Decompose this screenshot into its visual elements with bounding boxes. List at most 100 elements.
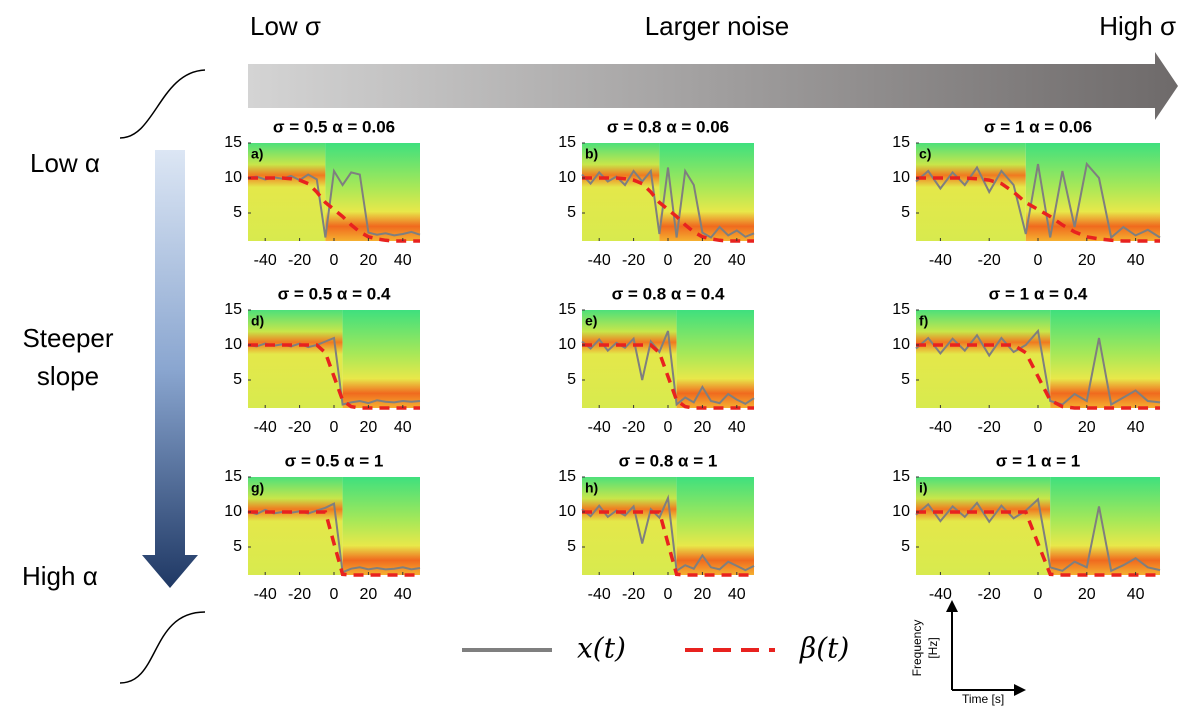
x-tick-label: -40 — [588, 252, 611, 269]
beta-line — [248, 343, 420, 410]
panel-title: σ = 0.8 α = 0.06 — [607, 117, 729, 136]
legend-label: x(t) — [577, 632, 626, 665]
y-tick-label: 5 — [901, 371, 910, 388]
x-tick-label: 40 — [1127, 252, 1145, 269]
beta-line — [916, 510, 1160, 577]
y-tick-label: 5 — [901, 538, 910, 555]
x-tick-label: 0 — [664, 586, 673, 603]
panel-title: σ = 1 α = 0.4 — [989, 284, 1088, 303]
inset-x-label: Time [s] — [962, 692, 1004, 706]
x-tick-label: 20 — [1078, 586, 1096, 603]
x-tick-label: -40 — [254, 252, 277, 269]
panel-title: σ = 0.8 α = 0.4 — [612, 284, 725, 303]
y-tick-label: 15 — [224, 134, 242, 151]
x-line — [247, 502, 421, 574]
x-tick-label: 20 — [1078, 252, 1096, 269]
y-tick-label: 10 — [558, 503, 576, 520]
panel-title: σ = 0.5 α = 0.4 — [278, 284, 391, 303]
panel-label: d) — [251, 313, 264, 329]
side-bottom: High α — [22, 561, 98, 591]
spectrogram-pre — [916, 143, 1026, 241]
panel-title: σ = 0.5 α = 1 — [285, 451, 384, 470]
x-tick-label: 0 — [330, 252, 339, 269]
x-line — [581, 167, 755, 239]
y-tick-label: 15 — [892, 468, 910, 485]
spectrogram-post — [342, 310, 420, 408]
spectrogram-pre — [582, 477, 677, 575]
panel-title: σ = 0.8 α = 1 — [619, 451, 718, 470]
x-tick-label: 0 — [664, 252, 673, 269]
x-tick-label: 0 — [330, 586, 339, 603]
spectrogram-post — [1050, 477, 1160, 575]
inset-y-label: Frequency — [910, 620, 924, 677]
y-tick-label: 10 — [224, 336, 242, 353]
x-line — [247, 336, 421, 406]
x-tick-label: 40 — [728, 252, 746, 269]
x-tick-label: 20 — [694, 586, 712, 603]
inset-axes: Frequency [Hz] Time [s] — [910, 600, 1026, 706]
y-tick-label: 10 — [224, 503, 242, 520]
panel-title: σ = 1 α = 1 — [996, 451, 1080, 470]
x-tick-label: 20 — [694, 419, 712, 436]
y-tick-label: 15 — [558, 301, 576, 318]
spectrogram-post — [1050, 310, 1160, 408]
slope-arrow — [142, 150, 198, 588]
x-tick-label: 40 — [394, 419, 412, 436]
beta-line — [916, 176, 1160, 243]
y-tick-label: 10 — [224, 169, 242, 186]
panel-label: h) — [585, 480, 598, 496]
y-tick-label: 15 — [558, 468, 576, 485]
noise-arrow — [248, 52, 1178, 120]
panel-label: b) — [585, 146, 598, 162]
panel-label: g) — [251, 480, 264, 496]
beta-line — [916, 343, 1160, 410]
spectrogram-pre — [916, 310, 1051, 408]
x-tick-label: -40 — [588, 586, 611, 603]
y-tick-label: 10 — [558, 169, 576, 186]
beta-line — [582, 343, 754, 410]
panel-label: c) — [919, 146, 931, 162]
beta-line — [582, 510, 754, 577]
x-tick-label: 40 — [394, 586, 412, 603]
x-tick-label: -20 — [622, 419, 645, 436]
x-tick-label: -40 — [929, 586, 952, 603]
legend-label: β(t) — [799, 632, 849, 665]
spectrogram-post — [676, 310, 754, 408]
x-tick-label: 20 — [694, 252, 712, 269]
x-tick-label: 20 — [360, 419, 378, 436]
spectrogram-post — [1025, 143, 1160, 241]
x-tick-label: -20 — [622, 252, 645, 269]
y-tick-label: 5 — [901, 204, 910, 221]
y-tick-label: 10 — [892, 169, 910, 186]
header-right: High σ — [1099, 11, 1176, 41]
spectrogram-post — [676, 477, 754, 575]
x-tick-label: 40 — [728, 419, 746, 436]
spectrogram-post — [659, 143, 754, 241]
x-tick-label: -20 — [978, 586, 1001, 603]
y-tick-label: 10 — [558, 336, 576, 353]
x-tick-label: -40 — [254, 419, 277, 436]
side-top: Low α — [30, 148, 100, 178]
sigmoid-icon — [119, 69, 206, 139]
y-tick-label: 10 — [892, 503, 910, 520]
beta-line — [248, 510, 420, 577]
x-tick-label: -20 — [288, 419, 311, 436]
x-tick-label: -20 — [978, 252, 1001, 269]
y-tick-label: 5 — [567, 204, 576, 221]
x-tick-label: -40 — [254, 586, 277, 603]
x-tick-label: -20 — [288, 252, 311, 269]
x-tick-label: 40 — [1127, 586, 1145, 603]
y-tick-label: 5 — [567, 371, 576, 388]
panel-label: f) — [919, 313, 928, 329]
x-line — [581, 494, 755, 573]
y-tick-label: 15 — [224, 468, 242, 485]
inset-y-label: [Hz] — [926, 637, 940, 658]
y-tick-label: 15 — [892, 301, 910, 318]
x-tick-label: -40 — [588, 419, 611, 436]
panel-title: σ = 0.5 α = 0.06 — [273, 117, 395, 136]
x-tick-label: 40 — [394, 252, 412, 269]
panel-label: e) — [585, 313, 597, 329]
x-tick-label: 20 — [1078, 419, 1096, 436]
spectrogram-pre — [248, 477, 343, 575]
